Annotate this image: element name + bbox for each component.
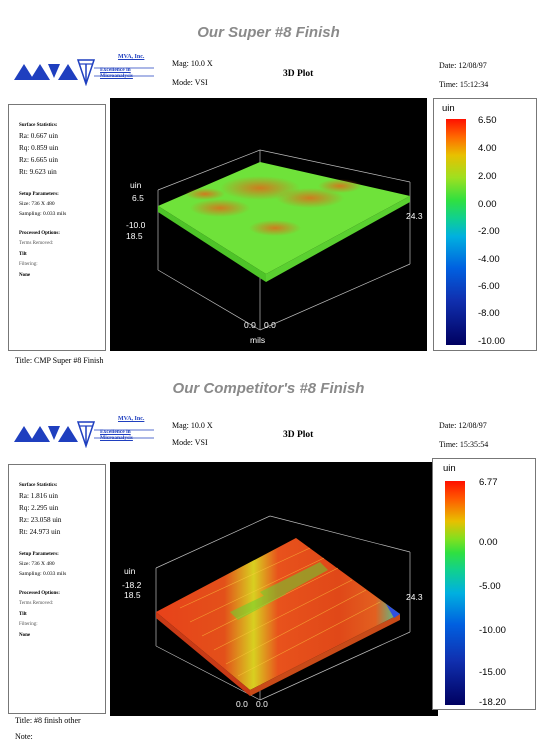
plot-title: 3D Plot — [283, 69, 314, 79]
company-tagline: Excellence in Microanalysis — [100, 67, 133, 79]
stat-rt: Rt: 24.973 uin — [19, 528, 61, 536]
time-label: Time: 15:35:54 — [439, 440, 489, 449]
mode-label: Mode: VSI — [172, 78, 208, 87]
x-axis-max: 24.3 — [406, 592, 423, 602]
processed-label: Processed Options: — [19, 591, 60, 596]
color-bar — [445, 481, 465, 705]
info-panel: Surface Statistics: Ra: 0.667 uin Rq: 0.… — [8, 104, 106, 351]
stat-rq: Rq: 0.859 uin — [19, 144, 59, 152]
scale-unit: uin — [442, 103, 455, 114]
origin-x: 0.0 — [256, 699, 268, 709]
mag-label: Mag: 10.0 X — [172, 59, 213, 68]
y-axis-max: 18.5 — [126, 231, 143, 241]
scale-tick: -10.00 — [479, 625, 506, 636]
terms-value: Tilt — [19, 612, 27, 617]
panel2-heading: Our Competitor's #8 Finish — [172, 380, 365, 397]
terms-label: Terms Removed: — [19, 241, 54, 246]
axis-unit-label: mils — [250, 335, 266, 345]
company-tagline: Excellence in Microanalysis — [100, 429, 133, 441]
mva-logo-graphic — [14, 59, 154, 87]
3d-plot-area: uin 6.5 -10.0 18.5 24.3 0.0 0.0 mils — [110, 98, 427, 351]
sampling-value: Sampling: 0.033 mils — [19, 571, 67, 577]
x-axis-max: 24.3 — [406, 211, 423, 221]
scale-tick: -15.00 — [479, 667, 506, 678]
scale-tick: -18.20 — [479, 697, 506, 708]
time-label: Time: 15:12:34 — [439, 80, 489, 89]
filtering-value: None — [19, 633, 31, 638]
stat-rz: Rz: 23.058 uin — [19, 516, 62, 524]
z-axis-max: 6.5 — [132, 193, 144, 203]
3d-surface — [155, 515, 411, 701]
setup-label: Setup Parameters: — [19, 192, 59, 197]
surface-stats-label: Surface Statistics: — [19, 483, 58, 488]
sampling-value: Sampling: 0.033 mils — [19, 211, 67, 217]
scale-tick: 6.77 — [479, 477, 498, 488]
panel1-heading: Our Super #8 Finish — [197, 24, 340, 41]
stat-rt: Rt: 9.623 uin — [19, 168, 57, 176]
color-scale: uin 6.50 4.00 2.00 0.00 -2.00 -4.00 -6.0… — [433, 98, 537, 351]
y-axis-max: 18.5 — [124, 590, 141, 600]
origin-y: 0.0 — [236, 699, 248, 709]
surface-stats-label: Surface Statistics: — [19, 123, 58, 128]
scale-tick: -5.00 — [479, 581, 501, 592]
setup-label: Setup Parameters: — [19, 552, 59, 557]
scale-tick: 6.50 — [478, 115, 497, 126]
z-axis-unit: uin — [124, 566, 136, 576]
report-title: Title: CMP Super #8 Finish — [15, 356, 104, 365]
report-note: Note: — [15, 732, 33, 741]
scale-tick: 0.00 — [478, 199, 497, 210]
scale-tick: -6.00 — [478, 281, 500, 292]
scale-tick: 4.00 — [478, 143, 497, 154]
size-value: Size: 736 X 480 — [19, 201, 55, 207]
stat-ra: Ra: 0.667 uin — [19, 132, 58, 140]
z-axis-value: -18.2 — [122, 580, 142, 590]
color-scale: uin 6.77 0.00 -5.00 -10.00 -15.00 -18.20 — [432, 458, 536, 710]
mva-logo: MVA, Inc. Excellence in Microanalysis — [14, 416, 154, 449]
mva-logo: MVA, Inc. Excellence in Microanalysis — [14, 54, 154, 87]
filtering-label: Filtering: — [19, 262, 38, 267]
stat-ra: Ra: 1.816 uin — [19, 492, 58, 500]
scale-tick: 2.00 — [478, 171, 497, 182]
mva-logo-graphic — [14, 421, 154, 449]
scale-tick: -10.00 — [478, 336, 505, 347]
filtering-label: Filtering: — [19, 622, 38, 627]
mode-label: Mode: VSI — [172, 438, 208, 447]
z-axis-min: -10.0 — [126, 220, 146, 230]
processed-label: Processed Options: — [19, 231, 60, 236]
3d-surface — [157, 149, 411, 331]
date-label: Date: 12/08/97 — [439, 61, 487, 70]
origin-x: 0.0 — [264, 320, 276, 330]
company-name: MVA, Inc. — [118, 416, 145, 422]
report-title: Title: #8 finish other — [15, 716, 81, 725]
color-bar — [446, 119, 466, 345]
stat-rz: Rz: 6.665 uin — [19, 156, 58, 164]
scale-tick: -8.00 — [478, 308, 500, 319]
scale-unit: uin — [443, 463, 456, 474]
filtering-value: None — [19, 273, 31, 278]
date-label: Date: 12/08/97 — [439, 421, 487, 430]
scale-tick: -4.00 — [478, 254, 500, 265]
terms-label: Terms Removed: — [19, 601, 54, 606]
3d-plot-area: uin -18.2 18.5 24.3 0.0 0.0 — [110, 462, 438, 716]
terms-value: Tilt — [19, 252, 27, 257]
info-panel: Surface Statistics: Ra: 1.816 uin Rq: 2.… — [8, 464, 106, 714]
size-value: Size: 736 X 480 — [19, 561, 55, 567]
stat-rq: Rq: 2.295 uin — [19, 504, 59, 512]
z-axis-unit: uin — [130, 180, 142, 190]
scale-tick: 0.00 — [479, 537, 498, 548]
origin-y: 0.0 — [244, 320, 256, 330]
scale-tick: -2.00 — [478, 226, 500, 237]
company-name: MVA, Inc. — [118, 54, 145, 60]
mag-label: Mag: 10.0 X — [172, 421, 213, 430]
plot-title: 3D Plot — [283, 430, 314, 440]
